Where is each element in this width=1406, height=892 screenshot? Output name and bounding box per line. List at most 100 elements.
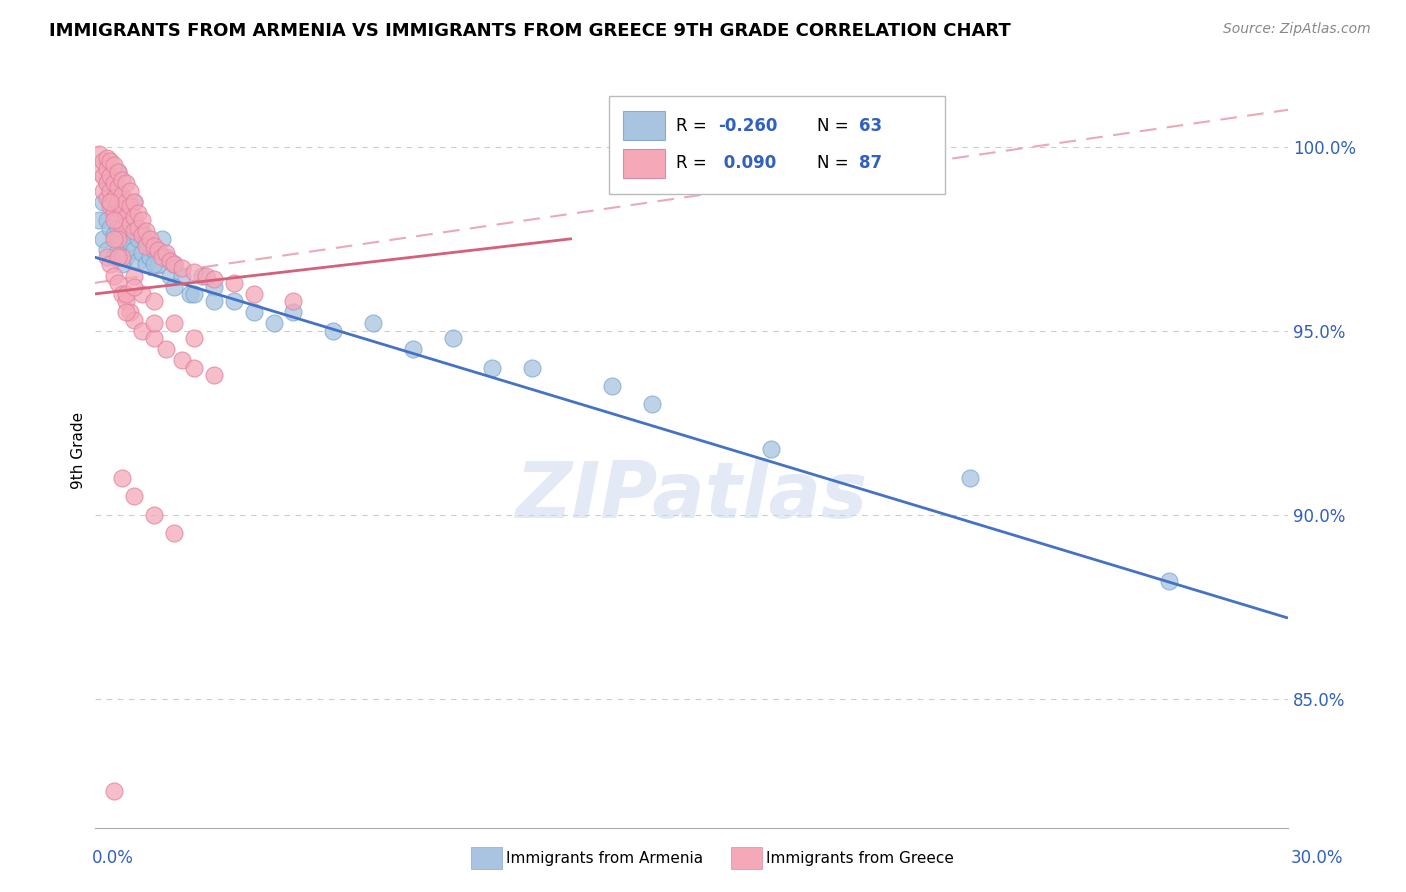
- Point: [124, 194, 146, 209]
- Point: [759, 442, 782, 456]
- Point: [100, 258, 122, 272]
- Text: Source: ZipAtlas.com: Source: ZipAtlas.com: [1223, 22, 1371, 37]
- Point: [143, 239, 166, 253]
- Point: [107, 232, 129, 246]
- Point: [96, 213, 118, 227]
- Point: [115, 287, 138, 301]
- Point: [100, 194, 122, 209]
- Text: 0.0%: 0.0%: [91, 849, 134, 867]
- Point: [120, 235, 142, 250]
- Point: [107, 194, 129, 209]
- Text: IMMIGRANTS FROM ARMENIA VS IMMIGRANTS FROM GREECE 9TH GRADE CORRELATION CHART: IMMIGRANTS FROM ARMENIA VS IMMIGRANTS FR…: [49, 22, 1011, 40]
- Point: [148, 243, 170, 257]
- Point: [91, 169, 114, 183]
- Point: [159, 268, 181, 283]
- Point: [441, 331, 464, 345]
- Point: [143, 258, 166, 272]
- Point: [111, 258, 134, 272]
- Point: [131, 224, 153, 238]
- Point: [96, 243, 118, 257]
- Text: -0.260: -0.260: [718, 117, 778, 135]
- Point: [222, 276, 245, 290]
- Point: [143, 508, 166, 522]
- Point: [155, 342, 177, 356]
- Point: [131, 324, 153, 338]
- Point: [120, 305, 142, 319]
- Point: [263, 317, 285, 331]
- Point: [111, 202, 134, 217]
- Point: [135, 224, 157, 238]
- Point: [100, 198, 122, 212]
- Point: [124, 312, 146, 326]
- Point: [107, 194, 129, 209]
- Point: [155, 250, 177, 264]
- Point: [87, 213, 110, 227]
- Text: 0.090: 0.090: [718, 154, 776, 172]
- Point: [107, 220, 129, 235]
- Point: [959, 471, 981, 485]
- Text: 63: 63: [859, 117, 882, 135]
- Point: [283, 305, 305, 319]
- Point: [600, 379, 623, 393]
- Y-axis label: 9th Grade: 9th Grade: [72, 412, 86, 489]
- Point: [163, 526, 186, 541]
- Point: [87, 165, 110, 179]
- Point: [322, 324, 344, 338]
- Point: [96, 191, 118, 205]
- Point: [107, 243, 129, 257]
- Point: [402, 342, 425, 356]
- Point: [103, 206, 125, 220]
- Text: Immigrants from Greece: Immigrants from Greece: [766, 851, 955, 865]
- Point: [120, 198, 142, 212]
- Point: [103, 213, 125, 227]
- Point: [172, 353, 194, 368]
- Point: [127, 232, 149, 246]
- Point: [202, 368, 225, 382]
- Point: [143, 294, 166, 309]
- Point: [202, 279, 225, 293]
- Point: [107, 165, 129, 179]
- Point: [1157, 574, 1180, 589]
- Point: [127, 253, 149, 268]
- Point: [115, 194, 138, 209]
- Point: [107, 250, 129, 264]
- Point: [115, 305, 138, 319]
- Point: [120, 217, 142, 231]
- Point: [172, 261, 194, 276]
- Point: [103, 227, 125, 242]
- Point: [159, 253, 181, 268]
- Point: [107, 165, 129, 179]
- Point: [103, 250, 125, 264]
- Text: R =: R =: [676, 154, 713, 172]
- Point: [520, 360, 543, 375]
- Point: [120, 184, 142, 198]
- Point: [100, 220, 122, 235]
- Point: [283, 294, 305, 309]
- Point: [103, 202, 125, 217]
- Point: [111, 471, 134, 485]
- Point: [100, 154, 122, 169]
- Point: [91, 194, 114, 209]
- Point: [115, 227, 138, 242]
- Point: [222, 294, 245, 309]
- Point: [640, 397, 662, 411]
- Point: [91, 154, 114, 169]
- Point: [242, 305, 264, 319]
- Point: [115, 294, 138, 309]
- Point: [183, 360, 205, 375]
- Point: [131, 213, 153, 227]
- Point: [163, 258, 186, 272]
- Point: [96, 177, 118, 191]
- Point: [191, 268, 214, 283]
- Text: N =: N =: [817, 117, 853, 135]
- Point: [131, 287, 153, 301]
- Point: [163, 279, 186, 293]
- Text: Immigrants from Armenia: Immigrants from Armenia: [506, 851, 703, 865]
- Point: [107, 276, 129, 290]
- Point: [127, 220, 149, 235]
- Point: [183, 287, 205, 301]
- Point: [135, 258, 157, 272]
- Point: [103, 232, 125, 246]
- Point: [202, 272, 225, 286]
- Point: [91, 184, 114, 198]
